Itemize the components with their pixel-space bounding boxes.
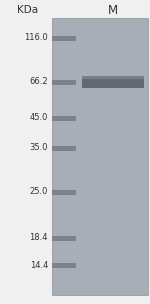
Text: 14.4: 14.4 [30,261,48,270]
Text: 35.0: 35.0 [30,143,48,153]
Text: 18.4: 18.4 [30,233,48,243]
Bar [52,236,76,240]
Bar [52,262,76,268]
Text: 45.0: 45.0 [30,113,48,123]
Bar [52,189,76,195]
Bar [52,36,76,40]
Text: 25.0: 25.0 [30,188,48,196]
Bar [82,76,144,88]
Bar [52,116,76,120]
Bar [52,146,76,150]
Text: M: M [108,4,118,16]
Bar [82,76,144,79]
Bar [52,18,148,295]
Text: KDa: KDa [17,5,39,15]
Text: 66.2: 66.2 [29,78,48,87]
Text: 116.0: 116.0 [24,33,48,43]
Bar [52,80,76,85]
